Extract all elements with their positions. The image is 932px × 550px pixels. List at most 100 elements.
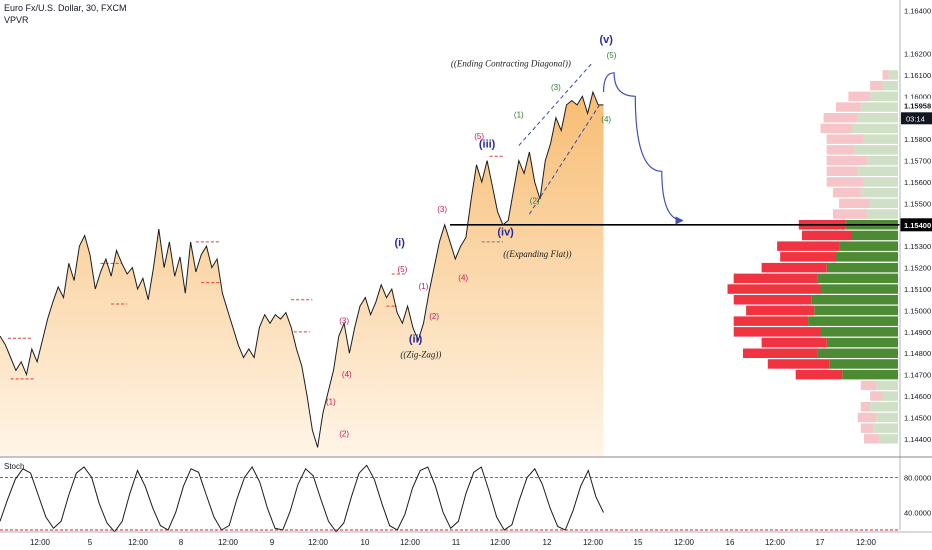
volume-bar-up	[879, 434, 898, 444]
volume-bar-down	[801, 230, 852, 241]
volume-bar-up	[882, 391, 898, 401]
volume-bar-down	[836, 102, 861, 112]
wave-label: (3)	[339, 316, 349, 325]
volume-bar-up	[876, 412, 898, 423]
volume-bar-down	[857, 412, 877, 423]
stoch-tick-label: 80.0000	[904, 474, 931, 483]
volume-bar-down	[839, 198, 871, 209]
price-tick-label: 1.16400	[904, 7, 931, 16]
pattern-label: ((Zig-Zag))	[400, 350, 441, 360]
volume-bar-up	[876, 380, 898, 391]
price-tick-label: 1.15958	[904, 101, 931, 110]
volume-bar-up	[851, 230, 898, 241]
time-tick-label: 12	[543, 538, 552, 547]
volume-bar-down	[733, 316, 809, 326]
wave-label: (2)	[429, 312, 439, 321]
volume-bar-down	[860, 402, 871, 412]
volume-bar-up	[817, 348, 898, 358]
wave-label: (3)	[551, 83, 561, 92]
volume-bar-down	[761, 337, 827, 348]
volume-bar-up	[857, 113, 898, 123]
wave-label: (iv)	[497, 227, 514, 239]
volume-bar-down	[777, 241, 840, 251]
time-tick-label: 15	[634, 538, 643, 547]
time-tick-label: 12:00	[218, 538, 239, 547]
time-tick-label: 12:00	[765, 538, 786, 547]
wave-label: (1)	[419, 282, 429, 291]
volume-bar-down	[860, 380, 877, 391]
volume-bar-down	[733, 273, 818, 284]
price-tick-label: 1.14900	[904, 328, 931, 337]
volume-bar-down	[826, 145, 855, 155]
volume-bar-up	[820, 284, 898, 294]
time-tick-label: 10	[361, 538, 370, 547]
diagonal-channel-line	[528, 102, 602, 215]
volume-bar-down	[882, 70, 889, 80]
stoch-tick-label: 40.0000	[904, 509, 931, 518]
volume-bar-down	[832, 187, 861, 198]
wave-label: (4)	[458, 274, 468, 283]
indicator-label[interactable]: VPVR	[4, 15, 29, 25]
price-tick-label: 1.15800	[904, 135, 931, 144]
volume-bar-up	[873, 423, 898, 433]
time-tick-label: 5	[88, 538, 93, 547]
stoch-line	[0, 464, 604, 533]
volume-bar-up	[882, 80, 898, 91]
price-tick-label: 1.15700	[904, 157, 931, 166]
volume-bar-up	[867, 209, 898, 219]
price-tick-label: 1.15300	[904, 242, 931, 251]
volume-bar-down	[767, 359, 830, 369]
time-tick-label: 12:00	[583, 538, 604, 547]
volume-bar-up	[870, 91, 898, 102]
wave-label: (4)	[342, 370, 352, 379]
price-tick-label: 1.16200	[904, 50, 931, 59]
price-area-fill	[0, 92, 604, 456]
price-tick-label: 1.16000	[904, 92, 931, 101]
wave-label: (1)	[326, 398, 336, 407]
price-line	[0, 90, 604, 448]
price-tick-label: 1.14700	[904, 371, 931, 380]
volume-bar-up	[851, 123, 898, 134]
wave-label: (4)	[601, 115, 611, 124]
price-tick-label: 1.14800	[904, 349, 931, 358]
volume-bar-up	[854, 145, 898, 155]
price-tick-label: 1.16100	[904, 71, 931, 80]
symbol-title[interactable]: Euro Fx/U.S. Dollar, 30, FXCM	[4, 3, 127, 13]
volume-bar-down	[746, 305, 815, 316]
volume-bar-down	[780, 252, 836, 262]
level-price-tag	[900, 218, 932, 232]
wave-label: (2)	[339, 430, 349, 439]
volume-bar-up	[829, 359, 898, 369]
price-tick-label: 1.15100	[904, 285, 931, 294]
volume-bar-up	[839, 241, 898, 251]
time-tick-label: 9	[270, 538, 275, 547]
price-tick-label: 1.15600	[904, 178, 931, 187]
wave-label: (1)	[514, 111, 524, 120]
volume-bar-up	[836, 252, 898, 262]
price-tick-label: 1.15400	[904, 221, 931, 230]
volume-bar-down	[795, 369, 843, 380]
volume-bar-down	[826, 177, 864, 187]
volume-bar-up	[808, 316, 898, 326]
volume-bar-up	[888, 70, 898, 80]
volume-bar-down	[743, 348, 818, 358]
volume-bar-up	[842, 369, 898, 380]
volume-bar-down	[733, 295, 812, 305]
wave-label: (3)	[437, 205, 447, 214]
volume-bar-down	[826, 155, 867, 166]
diagonal-channel-line	[518, 61, 594, 146]
time-tick-label: 11	[452, 538, 461, 547]
wave-label: (v)	[599, 34, 613, 46]
time-tick-label: 12:00	[674, 538, 695, 547]
volume-bar-down	[826, 166, 858, 176]
projection-arrow	[602, 72, 684, 225]
volume-bar-down	[863, 434, 880, 444]
wave-label: (2)	[530, 196, 540, 205]
volume-bar-down	[761, 262, 827, 273]
price-tick-label: 1.15200	[904, 264, 931, 273]
current-price-tag	[900, 98, 932, 112]
price-tick-label: 1.14400	[904, 435, 931, 444]
volume-bar-up	[814, 305, 898, 316]
stoch-title: Stoch	[4, 462, 24, 471]
